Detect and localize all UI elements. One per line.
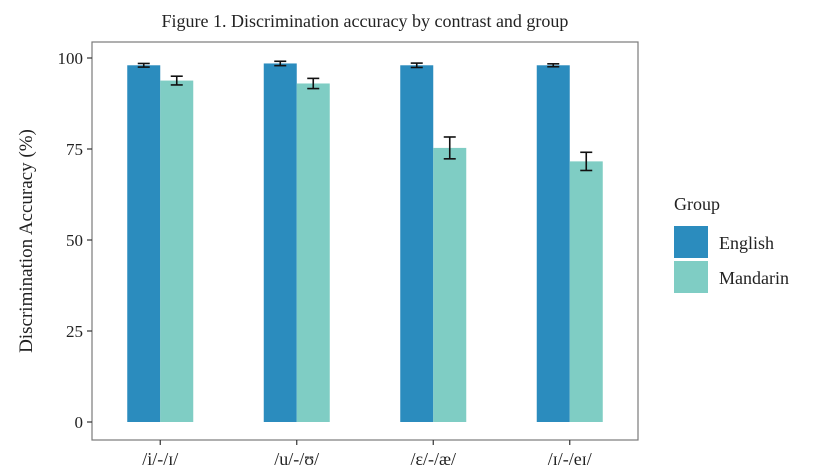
x-tick-label: /ɪ/-/eɪ/ <box>548 449 592 469</box>
x-axis: /i/-/ɪ/ /u/-/ʊ/ /ɛ/-/æ/ /ɪ/-/eɪ/ <box>142 440 592 469</box>
y-axis-label: Discrimination Accuracy (%) <box>16 129 37 353</box>
bars <box>127 60 603 423</box>
chart-title: Figure 1. Discrimination accuracy by con… <box>162 11 569 31</box>
bar-english-0 <box>127 65 161 422</box>
y-tick-label: 75 <box>66 140 83 159</box>
bar-mandarin-3 <box>569 161 603 422</box>
bar-mandarin-1 <box>296 83 330 422</box>
bar-mandarin-2 <box>433 147 467 422</box>
legend-swatch-english <box>674 226 708 258</box>
x-tick-label: /ɛ/-/æ/ <box>410 449 456 469</box>
plot-panel <box>91 41 639 441</box>
legend-title: Group <box>674 194 720 214</box>
legend-swatch-mandarin <box>674 261 708 293</box>
y-tick-label: 25 <box>66 322 83 341</box>
y-axis: 0 25 50 75 100 <box>58 49 92 432</box>
y-tick-label: 50 <box>66 231 83 250</box>
y-tick-label: 0 <box>75 413 84 432</box>
bar-english-1 <box>263 63 297 423</box>
x-tick-label: /i/-/ɪ/ <box>142 449 178 469</box>
bar-english-2 <box>400 65 434 422</box>
legend-label-english: English <box>719 233 774 253</box>
legend: Group English Mandarin <box>674 194 789 293</box>
legend-label-mandarin: Mandarin <box>719 268 789 288</box>
x-tick-label: /u/-/ʊ/ <box>274 449 319 469</box>
bar-english-3 <box>536 65 570 422</box>
bar-mandarin-0 <box>160 80 194 423</box>
y-tick-label: 100 <box>58 49 84 68</box>
